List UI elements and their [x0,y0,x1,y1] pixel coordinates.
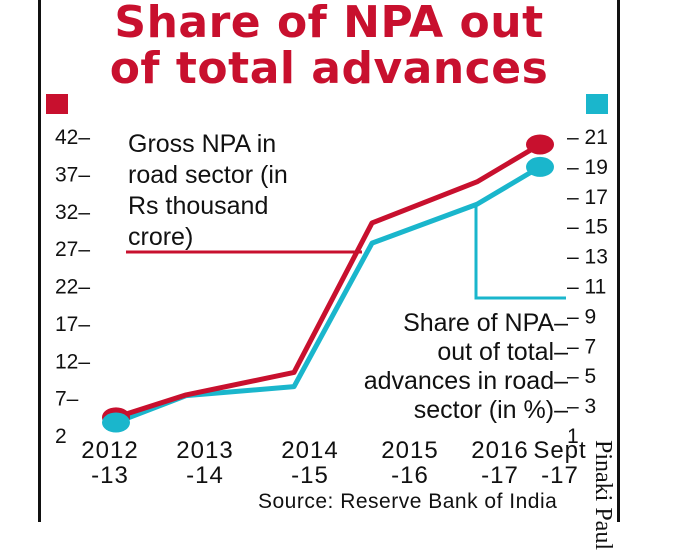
legend-square-npa-share [586,94,608,114]
left-axis-tick-label: 2 [55,425,67,448]
x-axis-tick-label: 2015 [381,437,438,464]
npa-share-start-point [102,412,130,433]
gross-npa-annotation-line: road sector (in [128,161,288,189]
x-axis-tick-label: -16 [391,462,429,489]
left-axis-tick-label: 27– [55,238,90,261]
left-axis-tick-label: 32– [55,201,90,224]
chart-frame [38,0,620,522]
x-axis-tick-label: 2013 [176,437,233,464]
gross-npa-annotation-line: Rs thousand [128,192,268,220]
x-axis-tick-label: Sept [533,437,586,464]
left-axis-tick-label: 37– [55,163,90,186]
right-axis-tick-label: – 11 [567,276,606,299]
line-chart: 27–12–17–22–27–32–37–42–1– 3– 5– 7– 9– 1… [46,94,608,489]
x-axis-tick-label: 2016 [471,437,528,464]
legend-square-gross-npa [46,94,68,114]
x-axis-tick-label: -17 [481,462,519,489]
npa-share-annotation-line: Share of NPA– [403,309,568,337]
left-axis-tick-label: 17– [55,313,90,336]
x-axis-tick-label: 2012 [81,437,138,464]
x-axis-tick-label: -14 [186,462,224,489]
chart-title: Share of NPA out of total advances [38,0,620,92]
npa-share-annotation-line: advances in road– [364,367,568,395]
gross-npa-series-line [115,142,542,420]
x-axis-tick-label: 2014 [281,437,338,464]
right-axis-tick-label: – 19 [567,156,608,179]
left-axis-tick-label: 12– [55,350,90,373]
npa-share-annotation-line: sector (in %)– [414,396,568,424]
left-axis-tick-label: 7– [55,388,79,411]
right-axis-tick-label: – 3 [567,395,596,418]
title-line-1: Share of NPA out [114,0,544,48]
right-axis-tick-label: – 9 [567,305,596,328]
x-axis-tick-label: -15 [291,462,329,489]
x-axis-tick-label: -17 [541,462,579,489]
right-axis-tick-label: – 17 [567,186,608,209]
right-axis-tick-label: – 15 [567,216,608,239]
right-axis-tick-label: – 7 [567,335,596,358]
npa-share-annotation-line: out of total– [437,338,568,366]
gross-npa-annotation-line: Gross NPA in [128,130,276,158]
npa-share-end-point [526,156,554,177]
artist-credit: Pinaki Paul [590,440,616,550]
right-axis-tick-label: – 13 [567,246,608,269]
right-axis-tick-label: 1 [567,425,579,448]
npa-share-leader-line [474,205,566,300]
left-axis-tick-label: 22– [55,276,90,299]
right-axis-tick-label: – 5 [567,365,596,388]
gross-npa-end-point [526,134,554,155]
left-axis-tick-label: 42– [55,126,90,149]
source-note: Source: Reserve Bank of India [258,490,558,513]
right-axis-tick-label: – 21 [567,126,608,149]
gross-npa-annotation-line: crore) [128,223,193,251]
x-axis-tick-label: -13 [91,462,129,489]
title-line-2: of total advances [109,43,549,94]
